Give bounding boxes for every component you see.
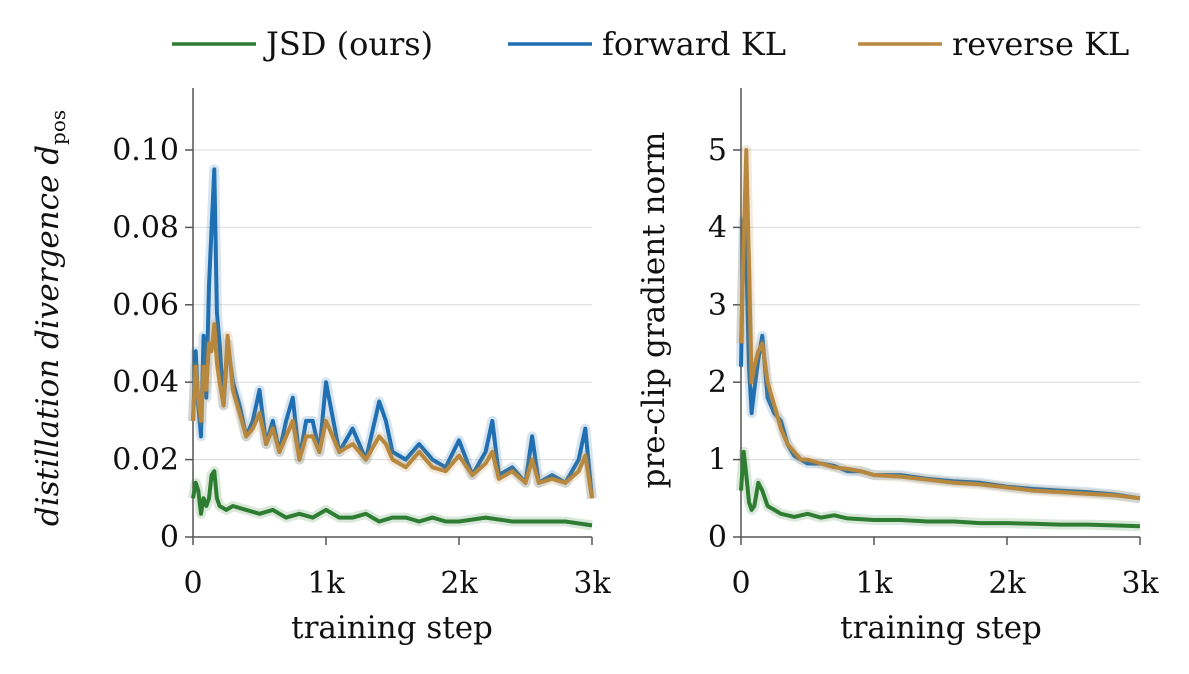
left-x-axis-title: training step [291, 610, 493, 646]
left-y-axis-title: distillation divergence dpos [30, 110, 70, 526]
right-chart-panel: 0 1 2 3 4 5 0 1k 2k 3k [708, 88, 1159, 601]
right-y-tick-label: 5 [708, 133, 727, 168]
right-y-tick-label: 3 [708, 288, 727, 323]
left-x-tick-label: 0 [183, 566, 202, 601]
left-y-tick-label: 0.08 [112, 210, 179, 245]
right-x-axis-title: training step [840, 610, 1042, 646]
legend-label-jsd: JSD (ours) [263, 25, 433, 63]
right-band-reverse-kl [736, 145, 1141, 504]
left-series-jsd-ours [191, 469, 593, 528]
left-x-tick-label: 1k [307, 566, 345, 601]
legend: JSD (ours) forward KL reverse KL [172, 25, 1129, 63]
right-y-tick-label: 0 [708, 520, 727, 555]
left-x-tick-label: 2k [440, 566, 478, 601]
right-series-jsd-ours [739, 449, 1141, 529]
legend-label-reverse-kl: reverse KL [952, 25, 1129, 63]
right-y-tick-label: 2 [708, 365, 727, 400]
right-x-tick-label: 0 [731, 566, 750, 601]
left-y-tick-label: 0.02 [112, 443, 179, 478]
right-x-tick-label: 2k [988, 566, 1026, 601]
left-y-tick-label: 0 [160, 520, 179, 555]
right-y-axis-title: pre-clip gradient norm [636, 132, 672, 489]
right-y-tick-label: 4 [708, 210, 727, 245]
right-series-reverse-kl [739, 148, 1141, 501]
left-chart-panel: 0 0.02 0.04 0.06 0.08 0.10 0 1k 2k 3k [112, 88, 611, 601]
left-x-tick-label: 3k [573, 566, 611, 601]
right-x-tick-label: 1k [855, 566, 893, 601]
legend-label-forward-kl: forward KL [602, 25, 786, 63]
right-x-tick-label: 3k [1121, 566, 1159, 601]
left-series-reverse-kl [191, 322, 594, 499]
right-y-tick-label: 1 [708, 443, 727, 478]
left-series-forward-kl [191, 167, 594, 499]
left-y-tick-label: 0.10 [112, 133, 179, 168]
left-y-tick-label: 0.06 [112, 288, 179, 323]
left-y-tick-label: 0.04 [112, 365, 179, 400]
